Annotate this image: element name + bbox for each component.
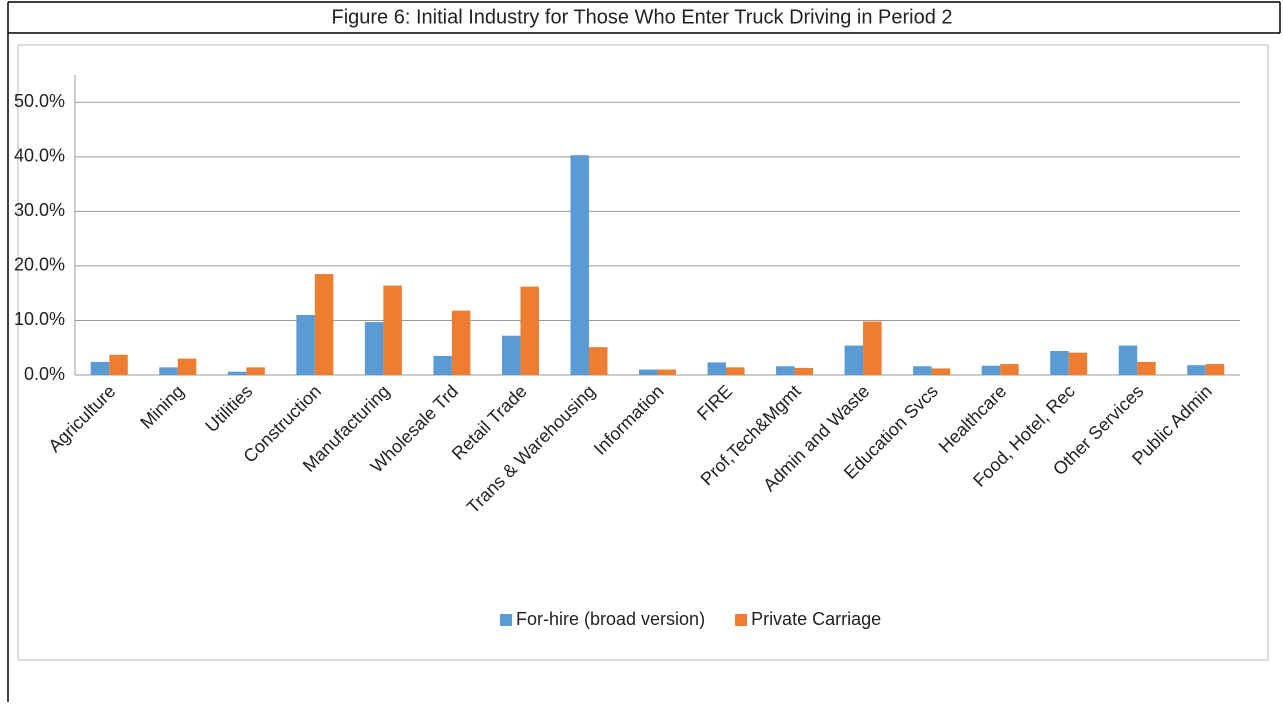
bar [227, 371, 247, 375]
bar [776, 366, 795, 375]
bar [296, 315, 315, 375]
bar [1187, 365, 1206, 375]
bar [863, 321, 882, 375]
bar [913, 366, 932, 375]
bar [657, 369, 677, 375]
bar [707, 362, 727, 375]
y-tick-label: 30.0% [14, 200, 65, 220]
bar [1050, 351, 1069, 375]
chart-title: Figure 6: Initial Industry for Those Who… [331, 6, 952, 28]
bar [451, 310, 471, 375]
y-tick-label: 10.0% [14, 309, 65, 329]
bar [159, 367, 178, 375]
bar [314, 274, 334, 375]
bar [383, 285, 402, 375]
legend-label: For-hire (broad version) [516, 609, 705, 629]
y-tick-label: 0.0% [24, 364, 65, 384]
y-tick-label: 40.0% [14, 146, 65, 166]
bar [433, 355, 452, 375]
bar [520, 286, 539, 375]
bar [177, 358, 197, 375]
x-tick-label: Utilities [201, 381, 256, 436]
x-tick-label: FIRE [693, 381, 736, 424]
bar [638, 369, 658, 375]
x-tick-label: Healthcare [935, 381, 1011, 457]
x-tick-label: Mining [136, 381, 188, 433]
y-tick-label: 20.0% [14, 255, 65, 275]
bar [570, 155, 589, 375]
bar [726, 367, 745, 375]
bar [1118, 345, 1138, 375]
bar [931, 368, 951, 375]
bar [588, 347, 608, 375]
bar [844, 345, 864, 375]
x-tick-label: Agriculture [44, 381, 119, 456]
bar [1000, 364, 1019, 375]
bar [364, 322, 384, 375]
bar [981, 365, 1001, 375]
bar [794, 367, 814, 375]
x-tick-label: Trans & Warehousing [463, 381, 599, 517]
bar [90, 361, 110, 375]
chart-border [17, 44, 1269, 661]
bar [109, 354, 128, 375]
bar [1068, 352, 1088, 375]
bar [1137, 361, 1156, 375]
legend-swatch [500, 614, 512, 626]
bar [501, 335, 521, 375]
bar [246, 367, 265, 375]
bar [1205, 364, 1225, 375]
legend-swatch [735, 614, 748, 626]
y-tick-label: 50.0% [14, 91, 65, 111]
x-tick-label: Information [590, 381, 668, 459]
legend-label: Private Carriage [751, 609, 881, 629]
